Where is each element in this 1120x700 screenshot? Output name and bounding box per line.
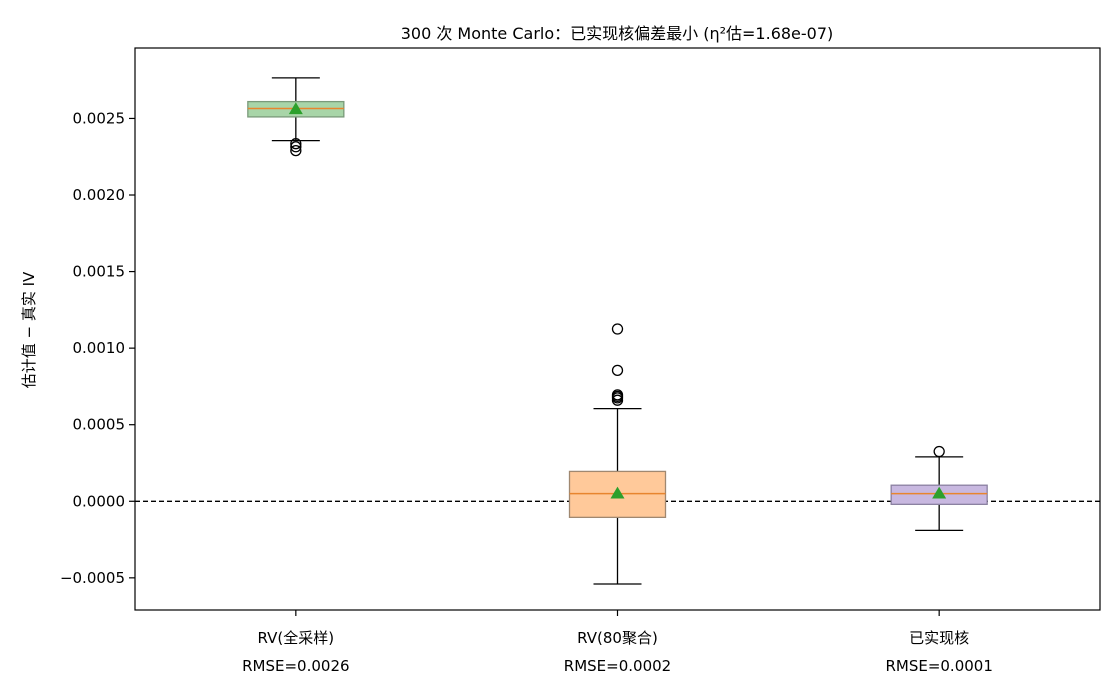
y-tick-label: 0.0020 <box>73 186 126 204</box>
outlier-point <box>933 445 945 458</box>
chart-title: 300 次 Monte Carlo：已实现核偏差最小 (η²估=1.68e-07… <box>401 24 834 43</box>
x-category-label: 已实现核 <box>909 629 969 647</box>
box-group <box>890 445 988 532</box>
x-category-rmse-label: RMSE=0.0002 <box>564 657 671 675</box>
y-tick-label: 0.0010 <box>73 339 126 357</box>
y-tick-label: 0.0015 <box>73 263 126 281</box>
y-axis-label: 估计值 − 真实 IV <box>20 271 38 388</box>
x-axis: RV(全采样) RMSE=0.0026 RV(80聚合) RMSE=0.0002 已实现… <box>242 610 993 675</box>
outlier-point <box>290 141 302 153</box>
mean-marker <box>932 486 947 499</box>
outlier-point <box>611 364 624 376</box>
x-category-label: RV(80聚合) <box>577 629 658 647</box>
x-category-label: RV(全采样) <box>258 629 335 647</box>
y-tick-label: 0.0025 <box>73 109 126 127</box>
outlier-point <box>611 323 624 335</box>
x-category-rmse-label: RMSE=0.0001 <box>885 657 992 675</box>
outlier-point <box>290 144 302 157</box>
x-category-rmse-label: RMSE=0.0026 <box>242 657 349 675</box>
box-group <box>247 77 345 157</box>
mean-marker <box>288 102 303 115</box>
outlier-point <box>290 138 302 150</box>
y-tick-label: −0.0005 <box>60 569 125 587</box>
mean-marker <box>610 486 625 499</box>
y-tick-label: 0.0005 <box>73 416 126 434</box>
plot-area <box>135 77 1100 585</box>
outlier-point <box>611 389 624 401</box>
box-group <box>568 323 667 585</box>
y-tick-label: 0.0000 <box>73 492 126 510</box>
y-axis: −0.0005 0.0000 0.0005 0.0010 0.0015 0.0020 0.0… <box>60 109 135 587</box>
